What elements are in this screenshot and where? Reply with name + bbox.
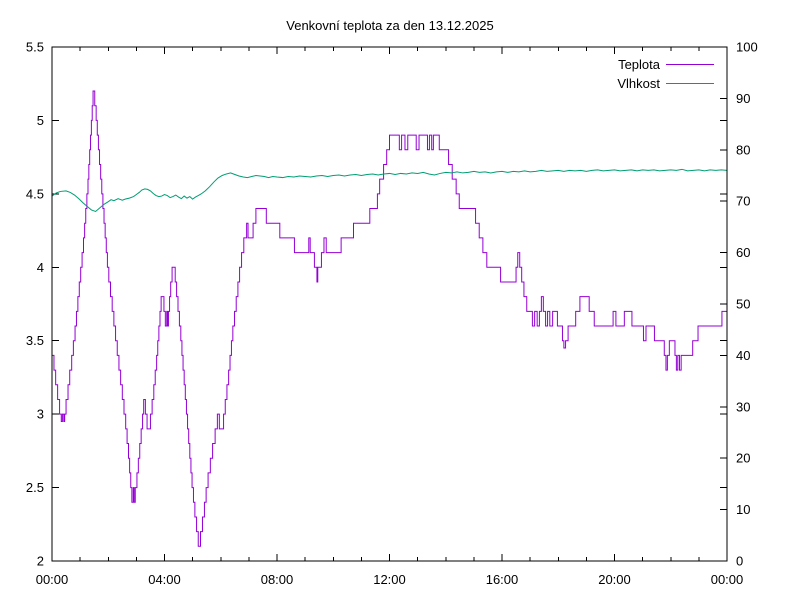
y-left-tick-label: 4.5	[26, 186, 44, 201]
series-lines	[51, 90, 728, 547]
legend-label-vlhkost: Vlhkost	[617, 76, 660, 91]
legend-label-teplota: Teplota	[618, 57, 661, 72]
y-right-tick-label: 90	[736, 91, 750, 106]
y-right-tick-label: 80	[736, 142, 750, 157]
y-left-tick-label: 3.5	[26, 333, 44, 348]
y-left-tick-label: 2.5	[26, 480, 44, 495]
axis-labels: 00:00 04:00 08:00 12:00 16:00 20:00 00:00 2 2.5 3…	[26, 40, 758, 588]
y-left-tick-label: 3	[37, 407, 44, 422]
x-tick-label: 16:00	[486, 572, 519, 587]
x-tick-label: 04:00	[148, 572, 181, 587]
y-left-tick-label: 5	[37, 113, 44, 128]
x-tick-label: 00:00	[711, 572, 744, 587]
y-right-tick-label: 50	[736, 297, 750, 312]
y-right-tick-label: 60	[736, 245, 750, 260]
y-right-tick-label: 10	[736, 502, 750, 517]
y-left-tick-label: 5.5	[26, 40, 44, 55]
axis-ticks	[51, 46, 728, 562]
legend: Teplota Vlhkost	[617, 57, 714, 91]
y-right-tick-label: 0	[736, 554, 743, 569]
y-right-tick-label: 100	[736, 40, 758, 55]
x-tick-label: 08:00	[261, 572, 294, 587]
y-right-tick-label: 30	[736, 399, 750, 414]
humidity-line	[51, 168, 728, 213]
temperature-line	[52, 90, 727, 547]
chart-title: Venkovní teplota za den 13.12.2025	[286, 18, 493, 33]
x-tick-label: 00:00	[36, 572, 69, 587]
x-tick-label: 12:00	[373, 572, 406, 587]
plot-border	[51, 46, 728, 562]
y-right-tick-label: 20	[736, 451, 750, 466]
y-left-tick-label: 2	[37, 554, 44, 569]
y-right-tick-label: 70	[736, 194, 750, 209]
x-tick-label: 20:00	[598, 572, 631, 587]
y-left-tick-label: 4	[37, 260, 44, 275]
y-right-tick-label: 40	[736, 348, 750, 363]
